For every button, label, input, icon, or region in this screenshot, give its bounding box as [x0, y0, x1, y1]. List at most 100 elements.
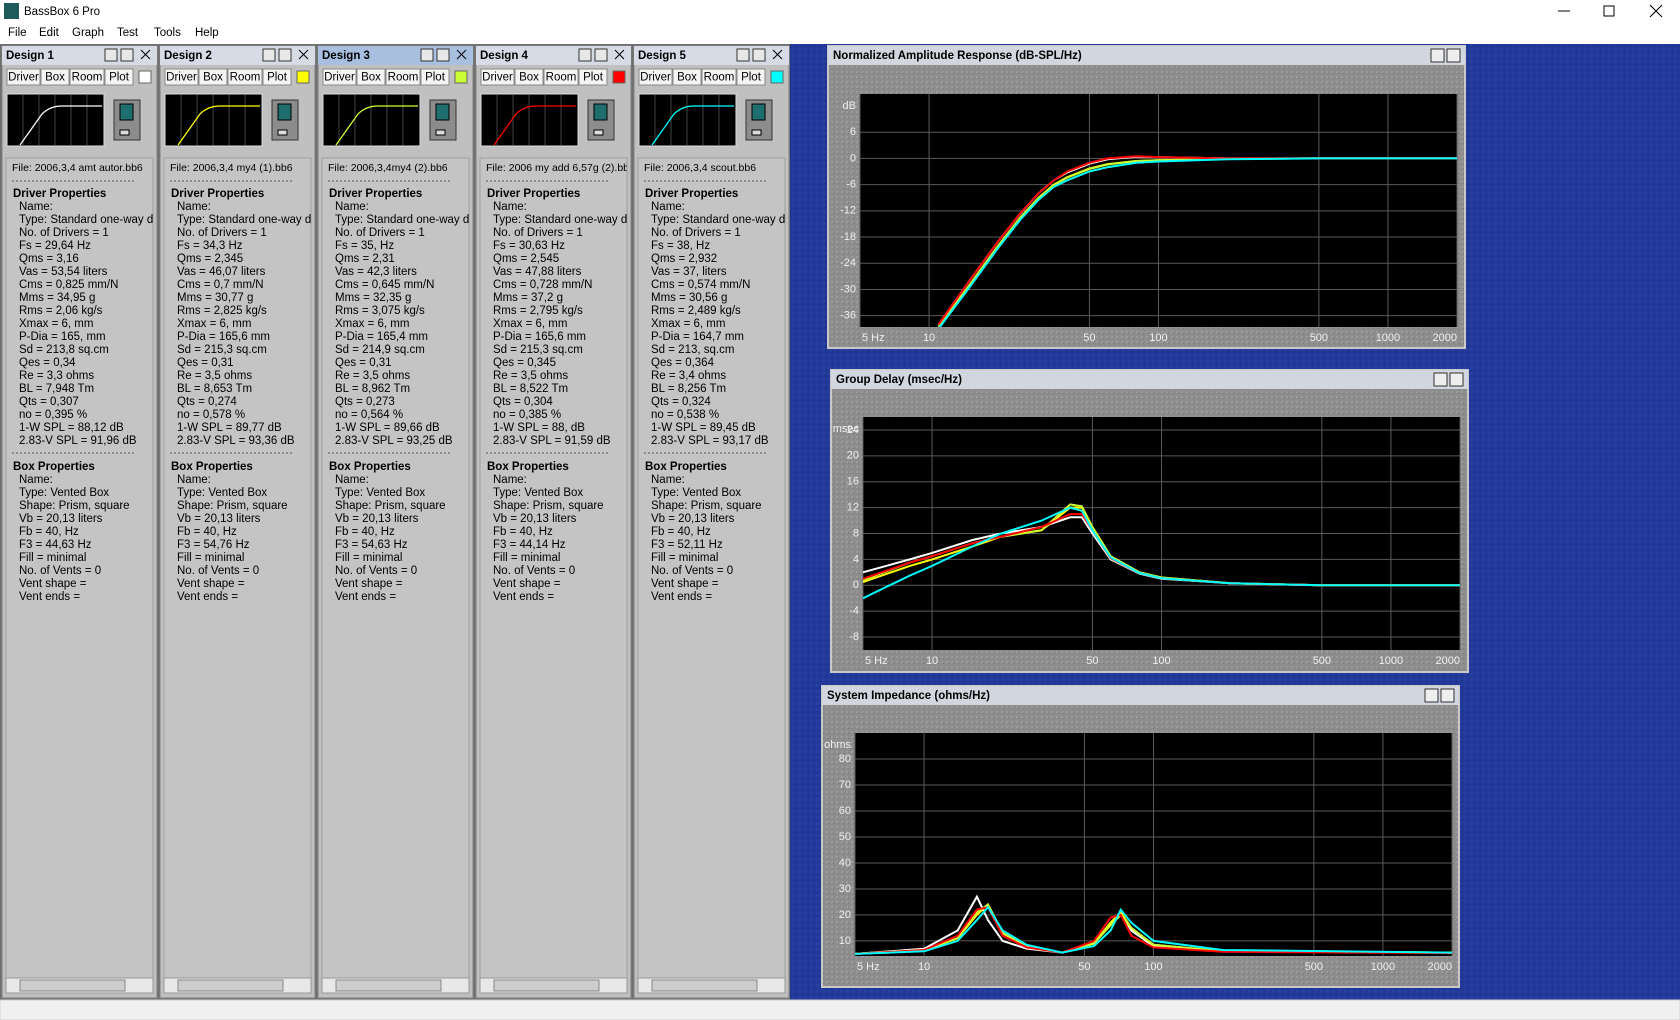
x-tick-label: 10 [923, 332, 935, 344]
tab-button[interactable] [198, 68, 228, 86]
scroll-thumb[interactable] [335, 979, 442, 992]
tab-button[interactable] [736, 68, 766, 86]
panel-button[interactable] [752, 48, 766, 62]
restore-button[interactable] [1603, 5, 1615, 17]
graph-title: Normalized Amplitude Response (dB-SPL/Hz… [833, 50, 1082, 62]
tab-label[interactable]: Box [45, 72, 65, 84]
tab-button[interactable] [638, 68, 673, 86]
tab-label[interactable]: Plot [583, 72, 604, 84]
tab-label[interactable]: Driver [640, 72, 671, 84]
panel-button[interactable] [594, 48, 608, 62]
close-button[interactable] [298, 49, 309, 60]
property-line: Fb = 40, Hz [335, 526, 395, 538]
property-line: Rms = 3,075 kg/s [335, 305, 425, 317]
property-line: Type: Vented Box [19, 487, 109, 499]
tab-label[interactable]: Room [704, 72, 735, 84]
tab-button[interactable] [40, 68, 70, 86]
menu-item[interactable]: Tools [154, 27, 181, 39]
tab-button[interactable] [69, 68, 105, 86]
tab-button[interactable] [262, 68, 292, 86]
y-tick-label: 10 [839, 935, 851, 947]
tab-label[interactable]: Plot [741, 72, 762, 84]
property-line: no = 0,395 % [19, 409, 87, 421]
x-tick-label: 5 Hz [857, 961, 880, 973]
tab-label[interactable]: Driver [8, 72, 39, 84]
tab-label[interactable]: Plot [109, 72, 130, 84]
tab-button[interactable] [322, 68, 357, 86]
tab-button[interactable] [701, 68, 737, 86]
tab-button[interactable] [385, 68, 421, 86]
property-line: Mms = 30,56 g [651, 292, 727, 304]
tab-label[interactable]: Driver [166, 72, 197, 84]
tab-label[interactable]: Box [203, 72, 223, 84]
property-line: Mms = 32,35 g [335, 292, 411, 304]
menu-item[interactable]: Edit [39, 27, 60, 39]
tab-button[interactable] [227, 68, 263, 86]
close-button[interactable] [456, 49, 467, 60]
tab-label[interactable]: Box [677, 72, 697, 84]
close-button[interactable] [1649, 4, 1663, 18]
tab-label[interactable]: Plot [425, 72, 446, 84]
menu-item[interactable]: File [8, 27, 27, 39]
y-tick-label: 6 [850, 126, 856, 138]
x-tick-label: 2000 [1433, 332, 1457, 344]
close-button[interactable] [772, 49, 783, 60]
plot-color[interactable] [770, 70, 784, 84]
scroll-thumb[interactable] [493, 979, 600, 992]
tab-label[interactable]: Plot [267, 72, 288, 84]
close-button[interactable] [614, 49, 625, 60]
menu-item[interactable]: Graph [72, 27, 104, 39]
property-line: No. of Vents = 0 [335, 565, 417, 577]
scroll-thumb[interactable] [651, 979, 758, 992]
plot-color[interactable] [612, 70, 626, 84]
tab-button[interactable] [480, 68, 515, 86]
minimize-button[interactable] [1433, 372, 1448, 387]
property-line: Re = 3,3 ohms [19, 370, 94, 382]
tab-label[interactable]: Driver [324, 72, 355, 84]
tab-button[interactable] [104, 68, 134, 86]
property-line: Type: Standard one-way driv [493, 214, 640, 226]
panel-button[interactable] [278, 48, 292, 62]
tab-button[interactable] [164, 68, 199, 86]
tab-label[interactable]: Driver [482, 72, 513, 84]
scroll-thumb[interactable] [177, 979, 284, 992]
panel-button[interactable] [262, 48, 276, 62]
tab-label[interactable]: Room [230, 72, 261, 84]
property-line: Re = 3,5 ohms [177, 370, 252, 382]
tab-label[interactable]: Room [546, 72, 577, 84]
minimize-button[interactable] [1430, 48, 1445, 63]
tab-label[interactable]: Room [72, 72, 103, 84]
panel-button[interactable] [578, 48, 592, 62]
close-button[interactable] [1449, 372, 1464, 387]
close-button[interactable] [1446, 48, 1461, 63]
panel-button[interactable] [120, 48, 134, 62]
panel-button[interactable] [736, 48, 750, 62]
menu-item[interactable]: Test [117, 27, 139, 39]
scroll-thumb[interactable] [19, 979, 126, 992]
tab-label[interactable]: Box [519, 72, 539, 84]
plot-color[interactable] [138, 70, 152, 84]
panel-button[interactable] [104, 48, 118, 62]
tab-button[interactable] [514, 68, 544, 86]
plot-color[interactable] [454, 70, 468, 84]
property-line: Shape: Prism, square [19, 500, 130, 512]
panel-button[interactable] [420, 48, 434, 62]
minimize-button[interactable] [1424, 688, 1439, 703]
window-controls[interactable] [1558, 4, 1663, 18]
property-line: Sd = 215,3 sq.cm [493, 344, 583, 356]
menu-item[interactable]: Help [195, 27, 219, 39]
property-line: Xmax = 6, mm [335, 318, 409, 330]
tab-button[interactable] [578, 68, 608, 86]
property-line: Rms = 2,825 kg/s [177, 305, 267, 317]
plot-color[interactable] [296, 70, 310, 84]
tab-button[interactable] [6, 68, 41, 86]
tab-button[interactable] [356, 68, 386, 86]
tab-label[interactable]: Box [361, 72, 381, 84]
tab-button[interactable] [672, 68, 702, 86]
tab-button[interactable] [420, 68, 450, 86]
close-button[interactable] [140, 49, 151, 60]
tab-label[interactable]: Room [388, 72, 419, 84]
panel-button[interactable] [436, 48, 450, 62]
close-button[interactable] [1440, 688, 1455, 703]
tab-button[interactable] [543, 68, 579, 86]
